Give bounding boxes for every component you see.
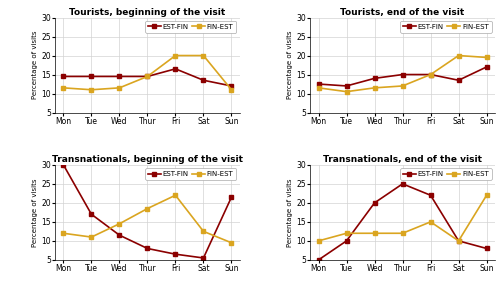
Line: EST-FIN: EST-FIN: [62, 67, 234, 88]
FIN-EST: [116, 86, 122, 90]
Title: Transnationals, end of the visit: Transnationals, end of the visit: [323, 155, 482, 164]
EST-FIN: [456, 239, 462, 243]
EST-FIN: [400, 182, 406, 186]
EST-FIN: [372, 77, 378, 80]
FIN-EST: [344, 232, 349, 235]
EST-FIN: [144, 247, 150, 250]
FIN-EST: [200, 54, 206, 57]
FIN-EST: [456, 54, 462, 57]
FIN-EST: [60, 232, 66, 235]
FIN-EST: [428, 220, 434, 224]
FIN-EST: [400, 232, 406, 235]
FIN-EST: [172, 54, 178, 57]
EST-FIN: [456, 79, 462, 82]
Line: FIN-EST: FIN-EST: [62, 53, 234, 92]
EST-FIN: [60, 163, 66, 167]
EST-FIN: [172, 67, 178, 71]
Y-axis label: Percentage of visits: Percentage of visits: [32, 178, 38, 247]
EST-FIN: [60, 75, 66, 78]
EST-FIN: [200, 256, 206, 260]
FIN-EST: [88, 88, 94, 91]
Y-axis label: Percentage of visits: Percentage of visits: [288, 31, 294, 99]
Legend: EST-FIN, FIN-EST: EST-FIN, FIN-EST: [146, 21, 236, 32]
EST-FIN: [316, 82, 322, 86]
EST-FIN: [144, 75, 150, 78]
Line: FIN-EST: FIN-EST: [62, 193, 234, 245]
EST-FIN: [484, 247, 490, 250]
Title: Tourists, end of the visit: Tourists, end of the visit: [340, 8, 464, 17]
EST-FIN: [316, 258, 322, 262]
FIN-EST: [228, 88, 234, 91]
FIN-EST: [484, 56, 490, 59]
FIN-EST: [484, 194, 490, 197]
EST-FIN: [200, 79, 206, 82]
FIN-EST: [316, 239, 322, 243]
Line: EST-FIN: EST-FIN: [62, 163, 234, 260]
EST-FIN: [172, 252, 178, 256]
FIN-EST: [144, 207, 150, 210]
EST-FIN: [228, 84, 234, 88]
FIN-EST: [88, 235, 94, 239]
FIN-EST: [60, 86, 66, 90]
FIN-EST: [428, 73, 434, 76]
EST-FIN: [372, 201, 378, 205]
Title: Transnationals, beginning of the visit: Transnationals, beginning of the visit: [52, 155, 243, 164]
Line: EST-FIN: EST-FIN: [316, 182, 488, 262]
Line: FIN-EST: FIN-EST: [316, 193, 488, 243]
FIN-EST: [372, 86, 378, 90]
FIN-EST: [228, 241, 234, 244]
EST-FIN: [344, 84, 349, 88]
FIN-EST: [456, 239, 462, 243]
FIN-EST: [400, 84, 406, 88]
EST-FIN: [428, 73, 434, 76]
FIN-EST: [144, 75, 150, 78]
FIN-EST: [172, 194, 178, 197]
EST-FIN: [116, 233, 122, 237]
FIN-EST: [344, 90, 349, 93]
EST-FIN: [228, 195, 234, 199]
Legend: EST-FIN, FIN-EST: EST-FIN, FIN-EST: [146, 168, 236, 180]
EST-FIN: [484, 65, 490, 69]
Line: FIN-EST: FIN-EST: [316, 53, 488, 94]
FIN-EST: [116, 222, 122, 225]
EST-FIN: [88, 213, 94, 216]
EST-FIN: [88, 75, 94, 78]
EST-FIN: [116, 75, 122, 78]
Y-axis label: Percentage of visits: Percentage of visits: [32, 31, 38, 99]
Legend: EST-FIN, FIN-EST: EST-FIN, FIN-EST: [400, 21, 492, 32]
Title: Tourists, beginning of the visit: Tourists, beginning of the visit: [70, 8, 226, 17]
FIN-EST: [200, 230, 206, 233]
EST-FIN: [428, 194, 434, 197]
FIN-EST: [316, 86, 322, 90]
EST-FIN: [344, 239, 349, 243]
Y-axis label: Percentage of visits: Percentage of visits: [288, 178, 294, 247]
FIN-EST: [372, 232, 378, 235]
Legend: EST-FIN, FIN-EST: EST-FIN, FIN-EST: [400, 168, 492, 180]
Line: EST-FIN: EST-FIN: [316, 65, 488, 88]
EST-FIN: [400, 73, 406, 76]
